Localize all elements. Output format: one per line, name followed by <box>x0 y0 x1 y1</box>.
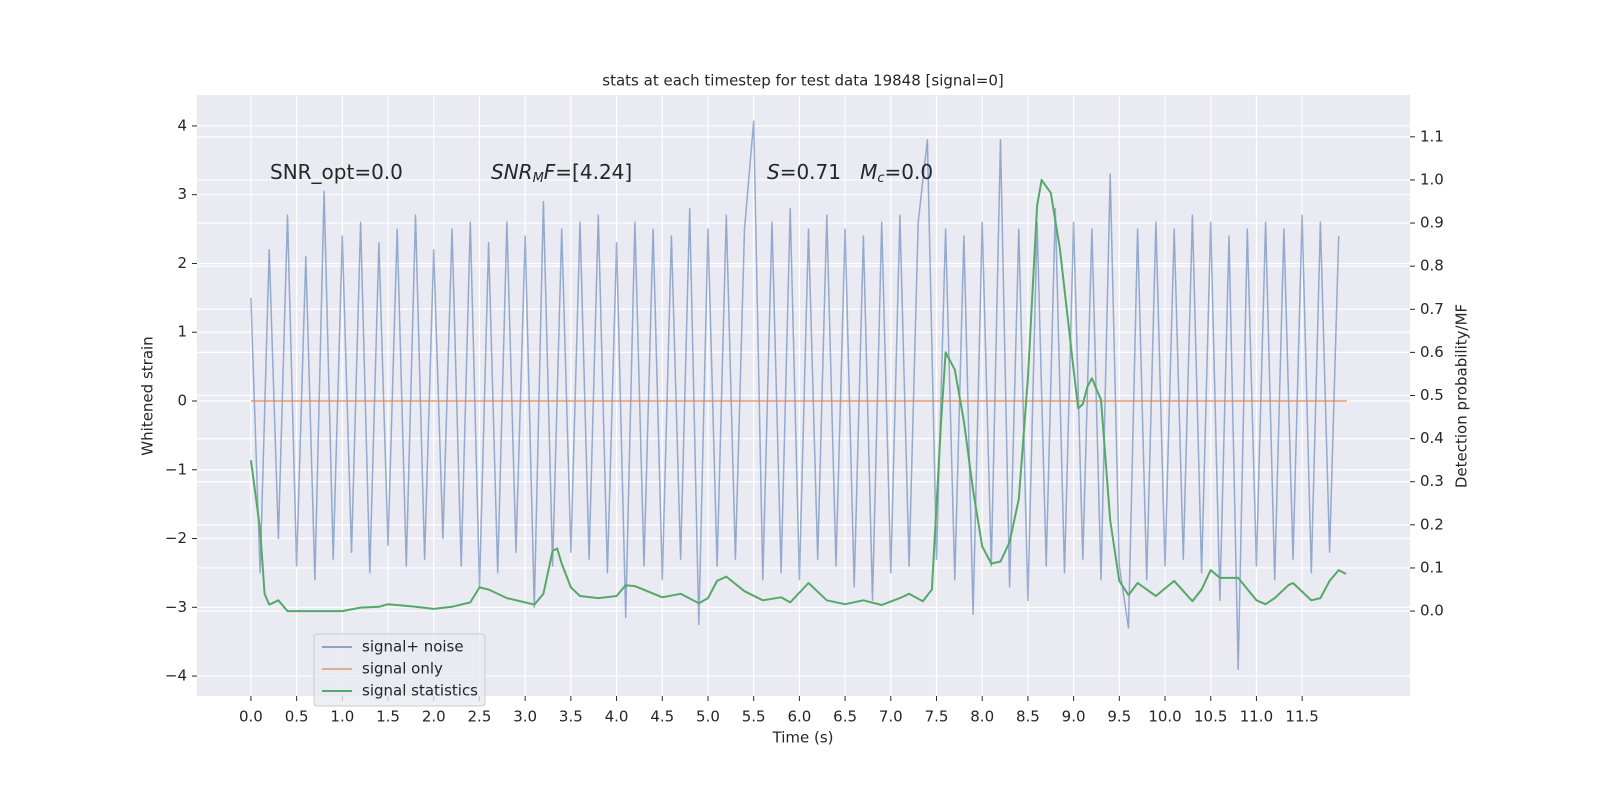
x-tick-label: 6.5 <box>833 708 857 726</box>
y-tick-label: 3 <box>177 185 187 203</box>
y2-tick-label: 0.5 <box>1420 386 1444 404</box>
annotation: S=0.71 Mc=0.0 <box>767 160 933 186</box>
annotation: SNRMF=[4.24] <box>491 160 632 186</box>
annotation-part: M <box>533 171 544 186</box>
annotation-part: M <box>860 160 877 184</box>
y2-tick-label: 0.6 <box>1420 343 1444 361</box>
x-tick-label: 9.0 <box>1062 708 1086 726</box>
annotation-part: =0.71 <box>780 160 860 184</box>
y-tick-label: −3 <box>165 598 187 616</box>
annotation-part: S <box>767 160 780 184</box>
y2-tick-label: 0.8 <box>1420 257 1444 275</box>
annotation: SNR_opt=0.0 <box>270 160 403 184</box>
x-tick-label: 11.5 <box>1285 708 1318 726</box>
y-tick-label: −2 <box>165 529 187 547</box>
x-tick-label: 2.5 <box>468 708 492 726</box>
x-tick-label: 2.0 <box>422 708 446 726</box>
y2-axis-label: Detection probability/MF <box>1453 304 1471 488</box>
y2-tick-label: 0.2 <box>1420 515 1444 533</box>
x-tick-label: 8.5 <box>1016 708 1040 726</box>
y-tick-label: 0 <box>177 392 187 410</box>
x-tick-label: 5.5 <box>742 708 766 726</box>
y2-tick-label: 1.0 <box>1420 170 1444 188</box>
y-tick-label: −1 <box>165 460 187 478</box>
x-tick-label: 0.5 <box>285 708 309 726</box>
chart-title: stats at each timestep for test data 198… <box>602 72 1003 90</box>
x-tick-label: 6.0 <box>787 708 811 726</box>
legend: signal+ noise signal only signal statistic… <box>313 633 486 707</box>
x-tick-label: 0.0 <box>239 708 263 726</box>
x-tick-label: 1.5 <box>376 708 400 726</box>
legend-box <box>313 633 486 707</box>
x-tick-label: 3.0 <box>513 708 537 726</box>
x-tick-label: 10.0 <box>1148 708 1181 726</box>
legend-label: signal statistics <box>362 682 478 700</box>
series-line <box>250 120 1340 670</box>
y-tick-label: 2 <box>177 254 187 272</box>
y-axis-label: Whitened strain <box>139 336 157 455</box>
y2-tick-label: 0.9 <box>1420 214 1444 232</box>
x-tick-label: 4.5 <box>650 708 674 726</box>
x-axis-label: Time (s) <box>772 729 834 747</box>
x-tick-label: 10.5 <box>1194 708 1227 726</box>
grid <box>197 95 1410 696</box>
y2-tick-label: 0.1 <box>1420 558 1444 576</box>
annotation-part: F <box>544 160 556 184</box>
x-tick-label: 1.0 <box>330 708 354 726</box>
x-tick-label: 5.0 <box>696 708 720 726</box>
y2-tick-label: 0.4 <box>1420 429 1444 447</box>
x-tick-label: 8.0 <box>970 708 994 726</box>
annotation-part: =[4.24] <box>555 160 632 184</box>
x-tick-label: 11.0 <box>1240 708 1273 726</box>
y-tick-label: 1 <box>177 323 187 341</box>
y2-tick-label: 0.0 <box>1420 602 1444 620</box>
x-tick-label: 7.0 <box>879 708 903 726</box>
annotation-part: =0.0 <box>885 160 934 184</box>
legend-label: signal only <box>362 660 443 678</box>
annotation-part: c <box>877 171 884 186</box>
x-tick-label: 3.5 <box>559 708 583 726</box>
legend-label: signal+ noise <box>362 638 464 656</box>
x-tick-label: 4.0 <box>605 708 629 726</box>
y2-tick-label: 0.7 <box>1420 300 1444 318</box>
y-tick-label: 4 <box>177 116 187 134</box>
x-tick-label: 7.5 <box>925 708 949 726</box>
annotation-part: SNR_opt=0.0 <box>270 160 403 184</box>
y2-tick-label: 0.3 <box>1420 472 1444 490</box>
annotation-part: SNR <box>491 160 533 184</box>
y2-tick-label: 1.1 <box>1420 127 1444 145</box>
series-line <box>249 178 1347 613</box>
x-tick-label: 9.5 <box>1107 708 1131 726</box>
y-tick-label: −4 <box>165 667 187 685</box>
